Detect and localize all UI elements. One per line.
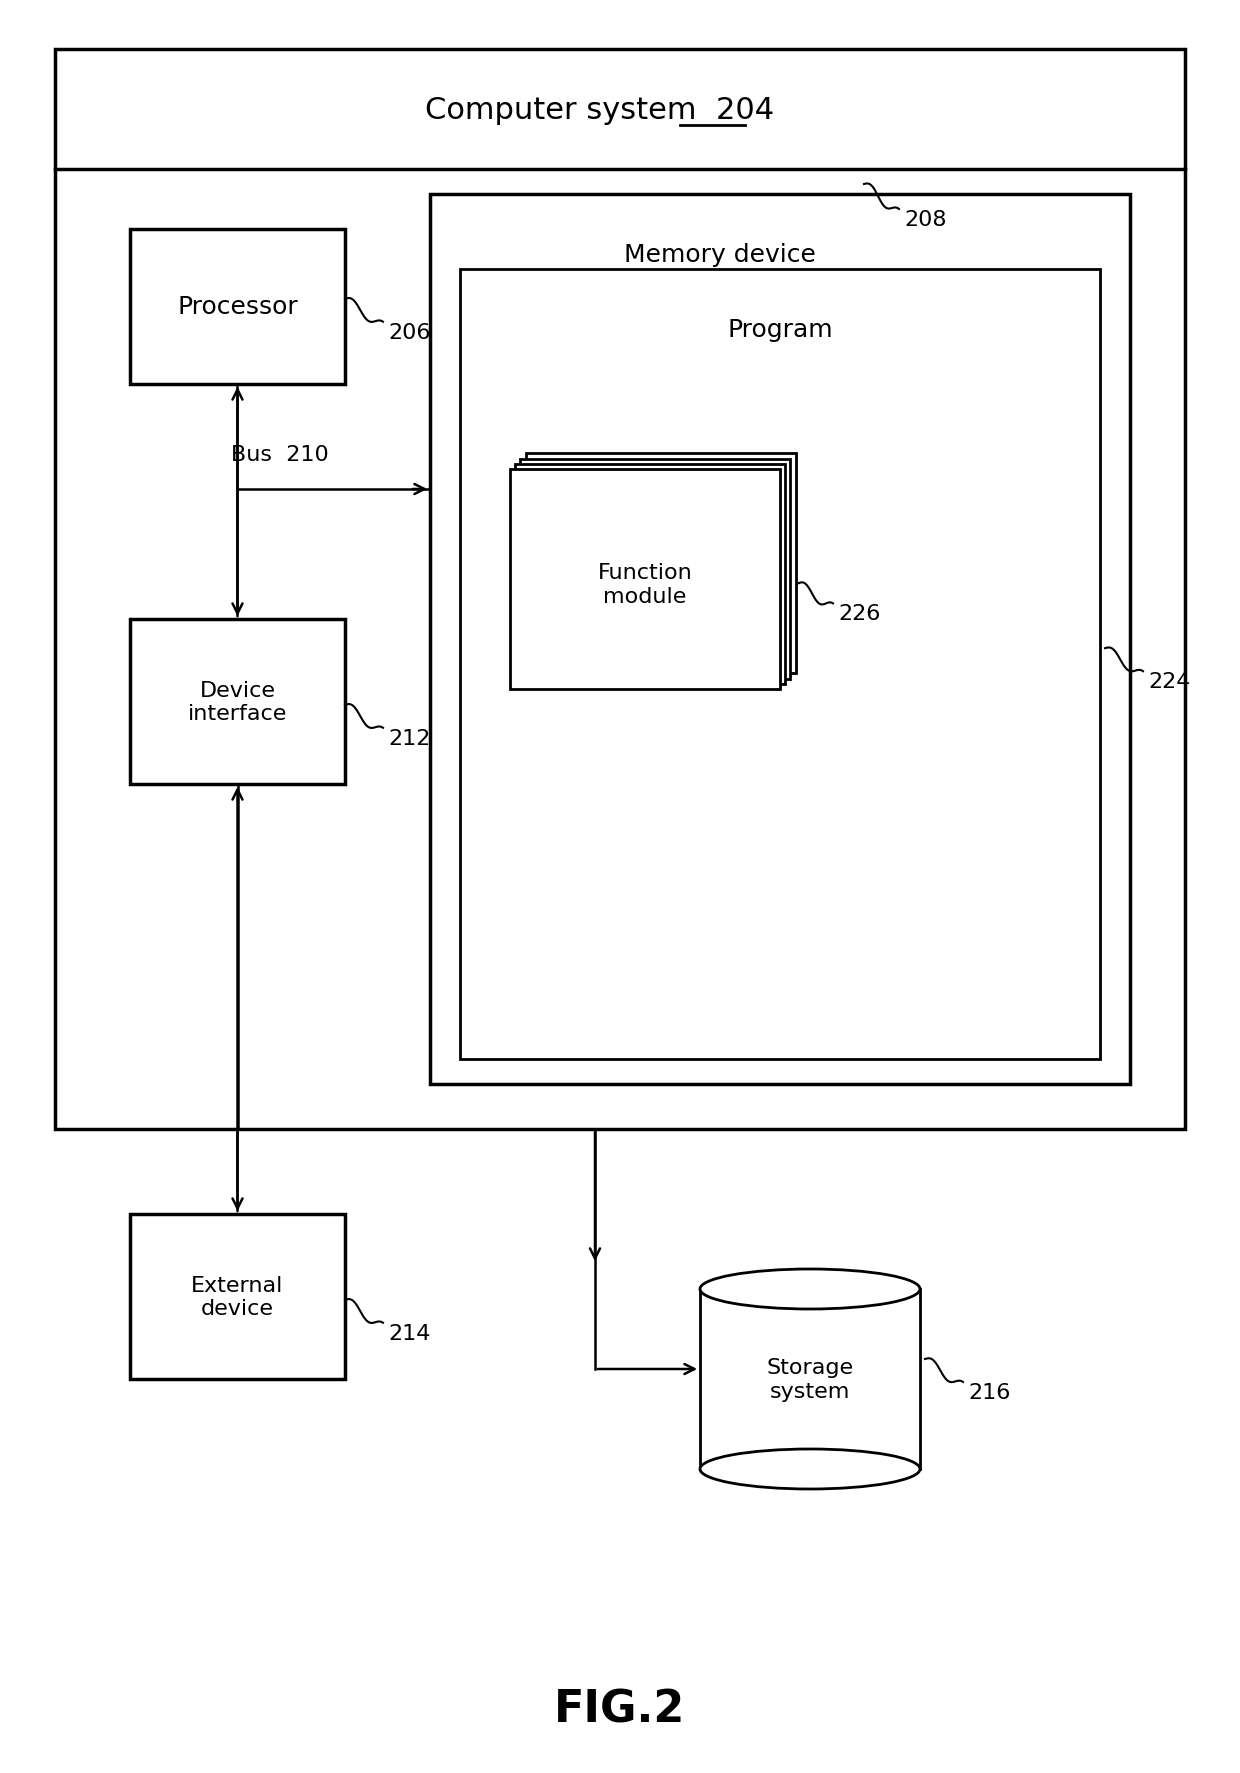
Text: Storage
system: Storage system	[766, 1358, 853, 1401]
Ellipse shape	[701, 1269, 920, 1308]
Text: 214: 214	[388, 1323, 430, 1342]
Text: External
device: External device	[191, 1275, 284, 1319]
Text: 226: 226	[838, 605, 880, 624]
Bar	[55, 50, 1185, 1129]
Text: Program: Program	[727, 317, 833, 342]
Bar	[130, 230, 345, 385]
Bar	[701, 1269, 920, 1470]
Bar	[526, 454, 796, 674]
Text: 216: 216	[968, 1383, 1011, 1402]
Ellipse shape	[701, 1449, 920, 1489]
Text: Memory device: Memory device	[624, 243, 816, 268]
Bar	[460, 269, 1100, 1060]
Bar	[515, 465, 785, 684]
Text: Computer system  204: Computer system 204	[425, 96, 775, 124]
Bar	[130, 619, 345, 785]
Bar	[520, 459, 790, 679]
Bar	[130, 1215, 345, 1379]
Text: FIG.2: FIG.2	[554, 1688, 686, 1730]
Bar	[430, 195, 1130, 1085]
Text: 212: 212	[388, 729, 430, 748]
Text: 208: 208	[904, 209, 946, 230]
Text: Function
module: Function module	[598, 564, 692, 606]
Text: Bus  210: Bus 210	[231, 445, 329, 465]
Bar	[510, 470, 780, 690]
Text: 206: 206	[388, 323, 430, 342]
Text: Processor: Processor	[177, 296, 298, 319]
Text: Device
interface: Device interface	[187, 681, 288, 723]
Text: 224: 224	[1148, 672, 1190, 691]
